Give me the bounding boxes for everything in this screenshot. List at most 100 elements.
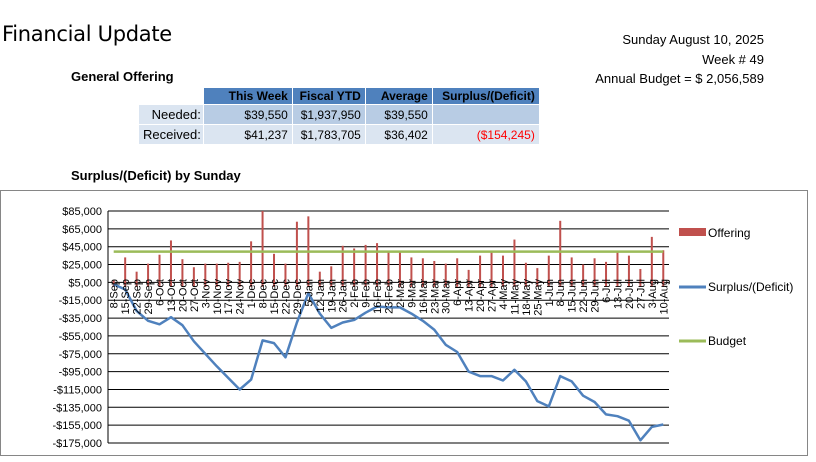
offering-bar [570, 257, 573, 287]
offering-bar [410, 257, 413, 287]
y-tick-label: $85,000 [62, 206, 102, 218]
x-tick-label: 9-Mar [406, 279, 418, 308]
column-header: Average [365, 88, 432, 104]
x-tick-label: 18-May [521, 279, 533, 316]
surplus-deficit-line [113, 283, 664, 442]
x-tick-label: 6-Jul [601, 279, 613, 303]
offering-bar [650, 236, 653, 287]
x-tick-label: 20-Apr [475, 279, 487, 312]
x-tick-label: 11-May [509, 279, 521, 315]
offering-bar [273, 253, 276, 287]
offering-bar [536, 268, 539, 287]
x-tick-label: 15-Jun [567, 279, 579, 313]
legend-label: Budget [708, 334, 747, 348]
x-tick-label: 29-Sep [143, 279, 155, 314]
offering-bar [387, 252, 390, 287]
x-tick-label: 10-Nov [212, 279, 224, 315]
x-tick-label: 13-Apr [464, 279, 476, 312]
table-row: Needed: $39,550 $1,937,950 $39,550 [139, 105, 539, 124]
x-tick-label: 16-Feb [372, 279, 384, 314]
offering-bar [295, 221, 298, 287]
offering-bar [238, 261, 241, 287]
row-label: Received: [139, 125, 203, 144]
offering-bar [593, 258, 596, 287]
y-tick-label: -$155,000 [52, 420, 102, 432]
offering-bar [181, 259, 184, 287]
offering-bar [204, 263, 207, 287]
y-tick-label: -$95,000 [59, 367, 102, 379]
legend-label: Offering [708, 226, 750, 240]
table-corner [139, 88, 203, 104]
column-header: Surplus/(Deficit) [432, 88, 539, 104]
x-tick-label: 13-Jul [612, 279, 624, 309]
y-tick-label: $65,000 [62, 224, 102, 236]
column-header: Fiscal YTD [292, 88, 365, 104]
x-tick-label: 2-Mar [395, 279, 407, 308]
offering-bar [318, 271, 321, 287]
x-tick-label: 13-Oct [166, 279, 178, 312]
x-tick-label: 15-Sep [120, 279, 132, 314]
x-tick-label: 8-Sep [109, 279, 121, 308]
offering-bar [376, 243, 379, 287]
x-tick-label: 8-Jun [555, 279, 567, 307]
offering-bar [479, 255, 482, 287]
offering-bar [341, 245, 344, 287]
x-tick-label: 10-Aug [658, 279, 670, 314]
x-tick-label: 20-Jul [624, 279, 636, 309]
x-tick-label: 1-Dec [246, 279, 258, 309]
offering-bar [261, 211, 264, 287]
x-tick-label: 25-May [532, 279, 544, 316]
x-tick-label: 29-Dec [292, 279, 304, 315]
offering-bar [501, 255, 504, 287]
y-tick-label: $45,000 [62, 242, 102, 254]
page-title: Financial Update [2, 22, 172, 46]
annual-budget: Annual Budget = $ 2,056,589 [595, 71, 764, 86]
offering-bar [490, 252, 493, 287]
y-tick-label: -$55,000 [59, 331, 102, 343]
offering-bar [605, 261, 608, 287]
x-tick-label: 22-Sep [132, 279, 144, 314]
offering-bar [158, 254, 161, 287]
offering-bar [421, 258, 424, 287]
table-cell: $36,402 [365, 125, 432, 144]
x-tick-label: 29-Jun [590, 279, 602, 313]
x-tick-label: 3-Nov [200, 279, 212, 309]
table-row: Received: $41,237 $1,783,705 $36,402 ($1… [139, 125, 539, 144]
offering-bar [513, 239, 516, 287]
x-tick-label: 19-Jan [326, 279, 338, 313]
offering-bar [147, 263, 150, 287]
offering-bar [364, 244, 367, 287]
offering-bar [582, 264, 585, 287]
table-cell: $39,550 [365, 105, 432, 124]
offering-bar [639, 269, 642, 287]
offering-bar [444, 263, 447, 287]
y-tick-label: -$75,000 [59, 349, 102, 361]
table-cell: $1,783,705 [292, 125, 365, 144]
y-tick-label: -$35,000 [59, 313, 102, 325]
x-tick-label: 20-Oct [177, 279, 189, 312]
table-cell-deficit: ($154,245) [432, 125, 539, 144]
x-tick-label: 2-Feb [349, 279, 361, 308]
offering-bar [547, 255, 550, 287]
legend-swatch-offering [679, 228, 706, 236]
table-cell: $41,237 [203, 125, 292, 144]
x-tick-label: 23-Feb [384, 279, 396, 314]
column-header: This Week [203, 88, 292, 104]
offering-bar [662, 250, 665, 287]
y-tick-label: -$115,000 [53, 384, 102, 396]
offering-bar [353, 248, 356, 287]
report-date: Sunday August 10, 2025 [622, 32, 764, 47]
offering-bar [250, 241, 253, 287]
surplus-chart: $85,000 $65,000 $45,000 $25,000 $5,000 -$15,0… [52, 206, 793, 450]
x-tick-label: 17-Nov [223, 279, 235, 315]
offering-bar [456, 258, 459, 287]
x-tick-label: 3-Aug [647, 279, 659, 308]
legend-label: Surplus/(Deficit) [708, 280, 793, 294]
x-tick-label: 5-Jan [303, 279, 315, 307]
y-tick-label: $25,000 [62, 260, 102, 272]
y-tick-label: -$135,000 [52, 402, 102, 414]
offering-bar [284, 263, 287, 287]
x-tick-label: 6-Apr [452, 279, 464, 306]
row-label: Needed: [139, 105, 203, 124]
offering-bar [398, 252, 401, 287]
